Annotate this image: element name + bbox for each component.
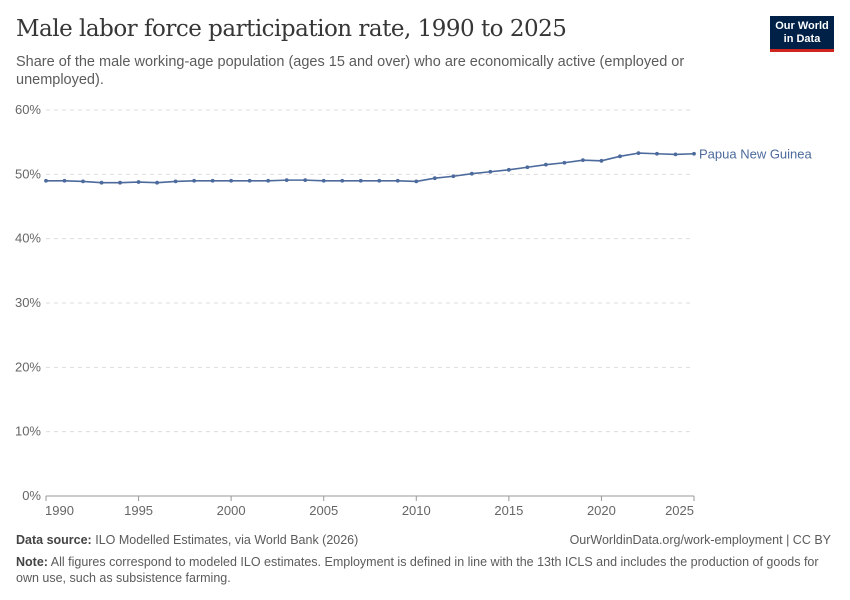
data-point [266, 178, 271, 183]
data-point [636, 151, 641, 156]
y-tick-label: 50% [15, 166, 41, 181]
y-tick-label: 0% [22, 488, 41, 503]
data-point [673, 152, 678, 157]
series-line [46, 152, 695, 184]
data-point [44, 178, 48, 183]
series-label: Papua New Guinea [699, 147, 813, 162]
data-point [655, 151, 659, 156]
y-tick-label: 30% [15, 295, 41, 310]
data-point [432, 176, 437, 181]
data-point [451, 174, 456, 179]
x-tick-label: 2000 [217, 503, 246, 518]
data-point [118, 180, 122, 185]
data-point [340, 178, 345, 183]
data-point [303, 178, 308, 183]
data-point [581, 158, 585, 163]
y-tick-label: 20% [15, 359, 41, 374]
data-point [210, 178, 215, 183]
data-point [155, 180, 159, 185]
data-point [692, 151, 696, 156]
data-point [192, 178, 197, 183]
x-tick-label: 1990 [45, 503, 74, 518]
x-tick-label: 2015 [494, 503, 523, 518]
data-point [543, 162, 548, 167]
logo-line1: Our World [775, 20, 829, 32]
data-point [321, 178, 326, 183]
source-text[interactable]: ILO Modelled Estimates, via World Bank (… [95, 533, 359, 547]
x-tick-label: 1995 [124, 503, 153, 518]
data-point [414, 179, 419, 184]
data-point [284, 178, 289, 183]
owid-logo[interactable]: Our World in Data [770, 16, 834, 52]
data-point [599, 158, 604, 163]
x-tick-label: 2010 [402, 503, 431, 518]
data-point [62, 178, 67, 183]
x-tick-label: 2025 [665, 503, 694, 518]
data-point [81, 179, 85, 184]
data-point [247, 178, 252, 183]
logo-line2: in Data [783, 33, 821, 45]
data-point [488, 169, 493, 174]
x-tick-label: 2020 [587, 503, 616, 518]
y-tick-label: 60% [15, 102, 41, 117]
source-url[interactable]: OurWorldinData.org/work-employment | CC … [569, 533, 831, 547]
source-label: Data source: [16, 533, 92, 547]
data-point [136, 180, 141, 184]
data-point [377, 178, 382, 183]
data-point [229, 178, 234, 183]
data-point [395, 178, 400, 183]
y-tick-label: 40% [15, 231, 41, 246]
x-tick-label: 2005 [309, 503, 338, 518]
data-point [618, 154, 622, 159]
data-point [99, 180, 104, 185]
data-point [358, 178, 363, 183]
data-point [506, 167, 511, 172]
chart-subtitle: Share of the male working-age population… [16, 54, 685, 88]
data-point [469, 171, 474, 176]
note-label: Note: [16, 555, 48, 569]
chart-title: Male labor force participation rate, 199… [16, 16, 567, 42]
data-point [562, 160, 567, 165]
data-point [173, 179, 178, 184]
note-text: All figures correspond to modeled ILO es… [16, 555, 819, 585]
data-point [525, 165, 530, 170]
note: Note: All figures correspond to modeled … [16, 554, 831, 586]
y-tick-label: 10% [15, 424, 41, 439]
data-source: Data source: ILO Modelled Estimates, via… [16, 533, 358, 547]
